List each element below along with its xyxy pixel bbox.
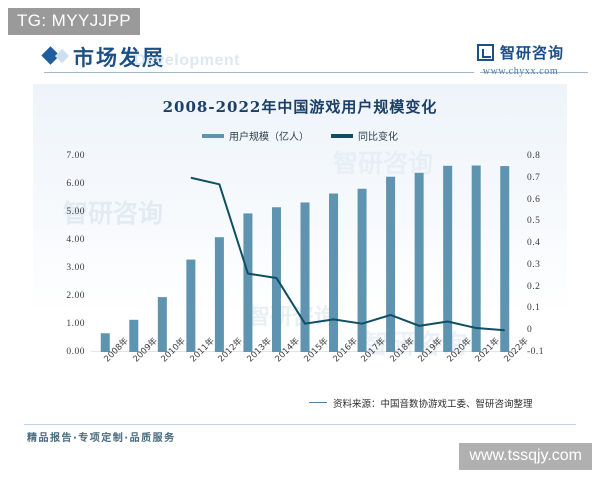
header-divider: [44, 72, 474, 73]
tss-watermark: www.tssqjy.com: [459, 443, 592, 470]
source-dash: [309, 402, 327, 403]
section-title: 市场发展: [73, 46, 165, 70]
y-tick-right: -0.1: [527, 347, 545, 357]
bar[interactable]: [357, 188, 367, 352]
plot-area: [91, 156, 519, 352]
y-tick-right: 0.7: [527, 172, 541, 183]
y-tick-left: 0.00: [66, 347, 85, 357]
brand-mark-icon: [476, 44, 494, 61]
footer-divider: [24, 424, 576, 425]
legend-label: 用户规模（亿人）: [229, 132, 309, 143]
bar[interactable]: [186, 259, 196, 352]
legend-swatch-icon: [331, 133, 353, 138]
bar[interactable]: [443, 165, 453, 352]
y-tick-left: 3.00: [66, 263, 85, 273]
trend-line[interactable]: [190, 176, 505, 332]
y-tick-left: 2.00: [66, 291, 85, 301]
section-header: 市场发展 Development: [41, 42, 588, 78]
bar[interactable]: [243, 213, 253, 352]
y-tick-right: 0: [527, 325, 533, 336]
bar[interactable]: [214, 237, 224, 352]
tg-watermark: TG: MYYJJPP: [8, 8, 140, 35]
footer-text: 精品报告·专项定制·品质服务: [27, 433, 176, 444]
y-tick-left: 5.00: [66, 207, 85, 217]
legend-swatch-icon: [202, 133, 224, 138]
legend-item-bar[interactable]: 用户规模（亿人）: [202, 128, 309, 143]
chart-svg: [91, 165, 519, 352]
bar[interactable]: [414, 172, 424, 352]
bar[interactable]: [100, 333, 110, 352]
y-tick-right: 0.2: [527, 281, 541, 292]
diamond-shadow-icon: [54, 48, 70, 64]
y-tick-left: 1.00: [66, 319, 85, 329]
bar[interactable]: [500, 166, 510, 352]
y-axis-right: -0.1 0 0.1 0.2 0.3 0.4 0.5 0.6 0.7 0.8: [523, 151, 567, 357]
chart-title: 2008-2022年中国游戏用户规模变化: [162, 98, 438, 116]
y-tick-right: 0.3: [527, 259, 541, 270]
bar[interactable]: [386, 176, 396, 352]
chart-legend: 用户规模（亿人） 同比变化: [33, 128, 567, 143]
legend-item-line[interactable]: 同比变化: [331, 128, 398, 143]
section-subtitle: Development: [134, 52, 240, 69]
bar[interactable]: [471, 165, 481, 352]
chart-card: 智研咨询 智研咨询 智研咨询 智研咨询 2008-2022年中国游戏用户规模变化…: [33, 84, 567, 414]
y-tick-left: 7.00: [66, 151, 85, 161]
source-note: 资料来源：中国音数协游戏工委、智研咨询整理: [333, 399, 533, 410]
brand-name: 智研咨询: [499, 44, 564, 62]
bar[interactable]: [129, 319, 139, 352]
brand-url: www.chyxx.com: [482, 66, 559, 77]
y-tick-left: 6.00: [66, 179, 85, 189]
y-tick-right: 0.4: [527, 238, 541, 249]
y-tick-right: 0.6: [527, 194, 541, 205]
brand-row: 智研咨询: [476, 42, 564, 63]
legend-label: 同比变化: [358, 132, 398, 143]
bar[interactable]: [300, 202, 310, 352]
brand-logo: 智研咨询 www.chyxx.com: [476, 42, 564, 77]
y-tick-right: 0.8: [527, 151, 541, 161]
bar[interactable]: [157, 297, 167, 352]
header-divider-right: [480, 72, 588, 73]
y-tick-left: 4.00: [66, 235, 85, 245]
y-tick-right: 0.1: [527, 303, 541, 314]
y-tick-right: 0.5: [527, 216, 541, 227]
bar[interactable]: [329, 193, 339, 352]
x-axis-labels: 2008年 2009年 2010年 2011年 2012年 2013年 2014年 2015年…: [91, 336, 531, 400]
y-axis-left: 0.00 1.00 2.00 3.00 4.00 5.00 6.00 7.00: [33, 151, 89, 357]
